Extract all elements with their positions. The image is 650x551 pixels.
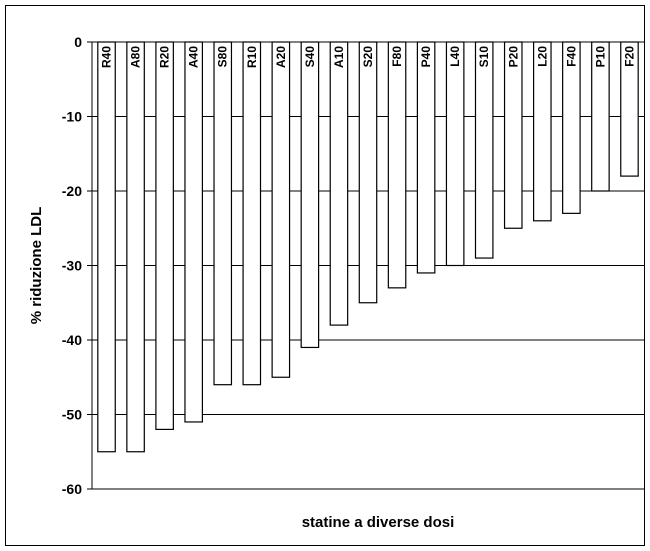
x-axis-title: statine a diverse dosi xyxy=(302,514,455,531)
bar xyxy=(416,41,436,274)
y-tick-label: -50 xyxy=(62,407,82,423)
bar xyxy=(300,41,320,349)
y-tick-label: -60 xyxy=(62,481,82,497)
y-tick-label: -10 xyxy=(62,109,82,125)
y-tick-label: 0 xyxy=(74,34,82,50)
gridlines xyxy=(87,41,644,490)
bar xyxy=(184,41,203,423)
category-label: S80 xyxy=(216,46,230,68)
bar xyxy=(387,41,407,289)
bar xyxy=(503,41,523,229)
bar xyxy=(532,41,552,222)
bar xyxy=(126,41,145,453)
category-label: S40 xyxy=(303,46,317,68)
category-label: A20 xyxy=(274,46,288,68)
category-label: P40 xyxy=(419,46,433,68)
category-label: F80 xyxy=(390,46,404,67)
category-label: P20 xyxy=(506,46,520,68)
category-label: F40 xyxy=(564,46,578,67)
bars xyxy=(97,41,639,453)
bar xyxy=(213,41,233,386)
category-label: R20 xyxy=(158,46,172,68)
category-label: R40 xyxy=(100,46,114,68)
y-axis-title: % riduzione LDL xyxy=(28,207,45,325)
bar xyxy=(329,41,349,326)
chart-frame xyxy=(5,5,645,546)
category-label: R10 xyxy=(245,46,259,68)
bar xyxy=(242,41,262,386)
bar xyxy=(620,41,639,177)
bar xyxy=(97,41,116,453)
category-label: L40 xyxy=(448,46,462,67)
y-tick-label: -30 xyxy=(62,258,82,274)
category-label: A10 xyxy=(332,46,346,68)
y-axis-tick-labels: 0 -10 -20 -30 -40 -50 -60 xyxy=(62,34,82,497)
y-tick-label: -40 xyxy=(62,332,82,348)
bar xyxy=(271,41,291,378)
bar xyxy=(445,41,465,267)
category-label: P10 xyxy=(593,46,607,68)
y-tick-label: -20 xyxy=(62,183,82,199)
category-labels: R40 A80 R20 A40 S80 R10 A20 S40 A10 S20 F80 P40 L40 S… xyxy=(100,46,637,68)
category-label: F20 xyxy=(622,46,636,67)
category-label: L20 xyxy=(535,46,549,67)
category-label: S10 xyxy=(477,46,491,68)
bar xyxy=(358,41,378,304)
category-label: S20 xyxy=(361,46,375,68)
bar xyxy=(155,41,174,430)
category-label: A40 xyxy=(187,46,201,68)
bar xyxy=(474,41,494,259)
bar xyxy=(591,41,610,192)
bar xyxy=(562,41,581,214)
category-label: A80 xyxy=(129,46,143,68)
